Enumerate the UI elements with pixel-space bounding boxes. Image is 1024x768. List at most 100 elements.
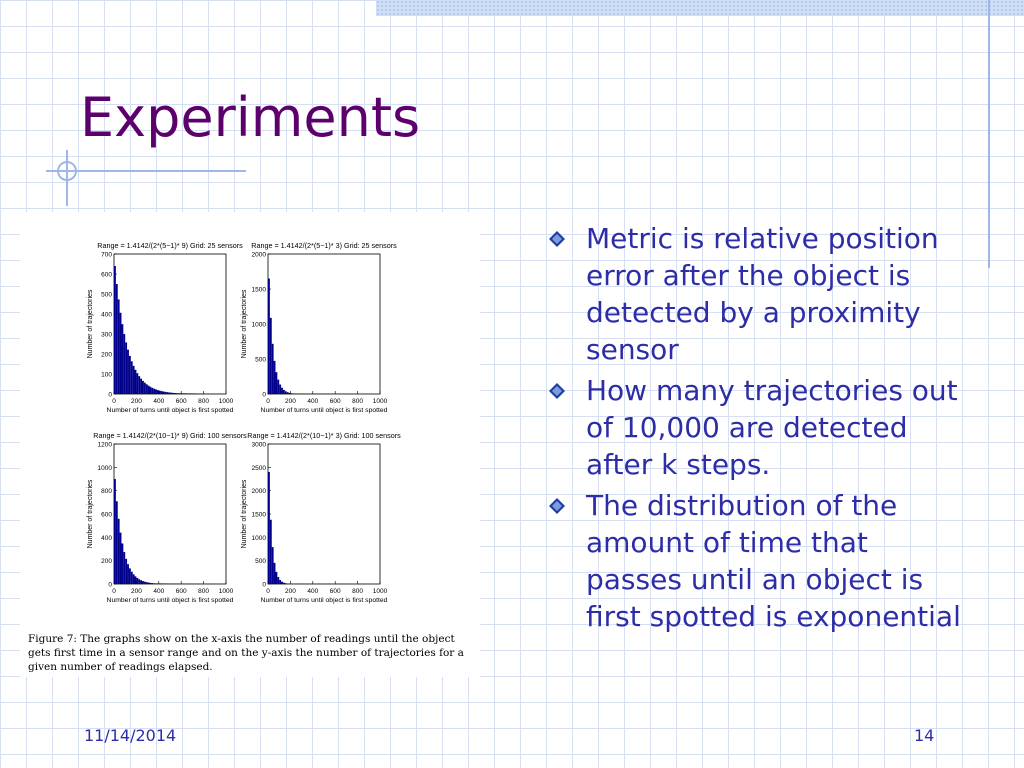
y-tick-label: 500 [255, 357, 266, 364]
histogram-bar [282, 389, 285, 394]
y-tick-label: 0 [108, 582, 112, 589]
footer-page-number: 14 [914, 726, 935, 745]
histogram-bar [134, 369, 137, 394]
y-tick-label: 300 [101, 332, 112, 339]
x-tick-label: 400 [307, 588, 318, 595]
decorative-vertical-line-right [988, 0, 990, 268]
chart-title: Range = 1.4142/(2*(5−1)* 9) Grid: 25 sen… [97, 241, 243, 250]
histogram-bar [190, 393, 193, 394]
bullet-text: Metric is relative position error after … [586, 222, 939, 366]
y-tick-label: 500 [255, 558, 266, 565]
histogram-grid: Range = 1.4142/(2*(5−1)* 9) Grid: 25 sen… [87, 241, 401, 604]
histogram-bar [294, 393, 296, 394]
histogram-bar [170, 392, 172, 394]
histogram-bar [123, 333, 126, 394]
x-tick-label: 0 [266, 398, 270, 405]
histogram-bar [153, 388, 156, 394]
histogram-bar [140, 580, 142, 584]
x-tick-label: 800 [198, 588, 209, 595]
y-tick-label: 1000 [98, 465, 113, 472]
y-tick-label: 2000 [252, 252, 267, 259]
histogram-bar [117, 518, 120, 584]
diamond-bullet-icon [549, 498, 565, 514]
decorative-circle-icon [57, 161, 77, 181]
histogram-bar [290, 393, 293, 394]
y-tick-label: 200 [101, 352, 112, 359]
histogram-bar [269, 519, 272, 584]
y-tick-label: 800 [101, 488, 112, 495]
x-axis-label: Number of turns until object is first sp… [261, 597, 388, 604]
histogram-bar [277, 577, 280, 584]
histogram-bar [147, 582, 150, 584]
y-tick-label: 600 [101, 512, 112, 519]
histogram-bar [115, 283, 118, 394]
histogram-bar [151, 583, 154, 584]
histogram-bar [301, 393, 304, 394]
histogram-bar [269, 317, 272, 394]
footer-date: 11/14/2014 [84, 726, 177, 745]
histogram-bar [160, 391, 163, 394]
histogram-bar [181, 393, 184, 394]
histogram-bar [115, 501, 118, 584]
x-tick-label: 1000 [373, 588, 388, 595]
x-tick-label: 200 [131, 398, 142, 405]
histogram-bar [162, 583, 165, 584]
y-tick-label: 1500 [252, 287, 267, 294]
histogram-bar [284, 391, 287, 394]
y-axis-label: Number of trajectories [241, 289, 248, 358]
histogram-bar [143, 581, 146, 584]
histogram-bar [132, 574, 135, 584]
plot-frame [113, 443, 227, 585]
histogram-bar [125, 342, 128, 394]
x-tick-label: 400 [153, 398, 164, 405]
histogram-bar [138, 579, 141, 584]
histogram-bar [155, 583, 157, 584]
histogram-bar [186, 393, 189, 394]
histogram-bar [134, 576, 137, 584]
bullet-list: Metric is relative position error after … [546, 220, 966, 639]
x-tick-label: 800 [352, 398, 363, 405]
y-axis-label: Number of trajectories [241, 479, 248, 548]
x-tick-label: 200 [285, 398, 296, 405]
decorative-title-underline [46, 170, 246, 172]
histogram-bar [292, 393, 295, 394]
histogram-bar [127, 564, 129, 584]
histogram-bar [119, 312, 122, 394]
x-tick-label: 800 [352, 588, 363, 595]
histogram-bar [114, 266, 116, 394]
diamond-bullet-icon [549, 383, 565, 399]
histogram-bar [279, 580, 282, 584]
histogram-bar [142, 581, 144, 584]
histogram-bar [149, 582, 152, 584]
histogram-bar [268, 278, 270, 394]
histogram-bar [143, 382, 146, 394]
histogram-bar [121, 543, 124, 584]
histogram-bar [297, 393, 300, 394]
figure-panel: Range = 1.4142/(2*(5−1)* 9) Grid: 25 sen… [20, 212, 480, 677]
histogram-bar [151, 387, 154, 394]
histogram-bar [273, 360, 276, 394]
histogram-bar [166, 583, 169, 584]
histogram-bar [136, 577, 139, 584]
x-tick-label: 1000 [219, 588, 234, 595]
x-tick-label: 0 [112, 588, 116, 595]
histogram-bar [275, 372, 278, 394]
histogram-bar [121, 324, 124, 394]
y-tick-label: 0 [108, 392, 112, 399]
y-tick-label: 400 [101, 312, 112, 319]
y-tick-label: 1000 [252, 322, 267, 329]
x-tick-label: 200 [131, 588, 142, 595]
histogram-bar [277, 379, 280, 394]
x-tick-label: 1000 [373, 398, 388, 405]
histogram-bar [281, 581, 283, 584]
histogram-bar [271, 547, 274, 584]
histogram-bar [140, 378, 142, 394]
histogram-bar [168, 392, 170, 394]
histogram-bar [179, 393, 182, 394]
histogram-bar [130, 361, 133, 394]
y-tick-label: 1000 [252, 535, 267, 542]
histogram-bar [184, 393, 187, 394]
figure-caption: Figure 7: The graphs show on the x-axis … [28, 633, 464, 673]
histogram-bar [117, 299, 120, 394]
decorative-vertical-line-left [66, 150, 68, 206]
